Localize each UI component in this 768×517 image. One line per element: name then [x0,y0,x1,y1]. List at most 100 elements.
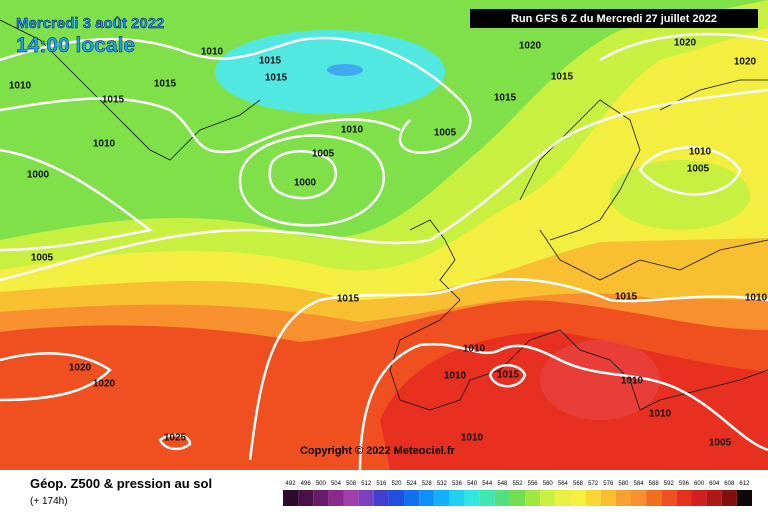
coastline [389,219,501,411]
footer-title: Géop. Z500 & pression au sol [30,476,212,491]
scale-label: 584 [634,481,645,487]
isobar-label: 1010 [201,47,224,58]
isobar-label: 1015 [497,370,520,381]
isobar [268,150,337,200]
isobar [599,32,768,62]
isobar [248,277,768,461]
scale-label: 580 [618,481,629,487]
isobar-label: 1010 [341,125,364,136]
scale-swatch [404,490,420,506]
isobar-label: 1005 [312,149,335,160]
field [327,64,363,76]
scale-swatch [676,490,692,506]
isobar-label: 1010 [444,371,467,382]
scale-swatch [479,490,495,506]
scale-label: 532 [437,481,448,487]
isobar [0,88,768,282]
isobar-label: 1005 [709,438,732,449]
scale-label: 504 [331,481,342,487]
isobar-label: 1010 [745,293,768,304]
isobar-label: 1005 [31,253,54,264]
scale-label: 516 [376,481,387,487]
isobar-label: 1020 [519,41,542,52]
scale-label: 576 [603,481,614,487]
isobar-label: 1015 [551,72,574,83]
valid-date: Mercredi 3 août 2022 [16,15,164,32]
scale-swatch [358,490,374,506]
scale-label: 496 [301,481,312,487]
scale-swatch [600,490,616,506]
isobar-label: 1010 [461,433,484,444]
background [0,0,768,470]
scale-label: 556 [528,481,539,487]
scale-swatch [388,490,405,506]
scale-label: 552 [512,481,523,487]
scale-swatch [525,490,541,506]
scale-label: 568 [573,481,584,487]
isobar [0,148,153,252]
isobars [0,32,768,471]
scale-swatch [328,490,344,506]
valid-time: 14:00 locale [16,34,135,57]
isobar-label: 1015 [265,73,288,84]
scale-swatch [434,490,450,506]
run-info: Run GFS 6 Z du Mercredi 27 juillet 2022 [511,13,717,25]
scale-label: 604 [709,481,720,487]
isobar-label: 1015 [102,95,125,106]
scale-label: 524 [407,481,418,487]
copyright: Copyright © 2022 Meteociel.fr [300,445,456,457]
scale-swatch [706,490,722,506]
scale-swatch [721,490,737,506]
scale-label: 572 [588,481,599,487]
isobar-label: 1005 [434,128,457,139]
field [540,340,660,420]
isobar-label: 1015 [337,294,360,305]
scale-swatch [570,490,586,506]
isobar-label: 1010 [93,139,116,150]
scale-label: 600 [694,481,705,487]
isobar-labels: 1010 1015 1015 1015 1015 1010 1010 1000 1005 1000… [9,38,768,449]
isobar-label: 1015 [154,79,177,90]
isobar [0,97,401,154]
isobar-label: 1010 [689,147,712,158]
isobar-label: 1015 [615,292,638,303]
scale-label: 564 [558,481,569,487]
scale-swatch [373,490,389,506]
scale-label: 544 [482,481,493,487]
scale-swatch [298,490,314,506]
scale-swatch [555,490,571,506]
scale-label: 528 [422,481,433,487]
scale-swatch [736,490,752,506]
coastline [539,229,768,281]
scale-label: 508 [346,481,357,487]
scale-swatch [419,490,435,506]
scale-label: 588 [649,481,660,487]
scale-label: 608 [724,481,735,487]
isobar [638,146,742,196]
scale-swatch [585,490,601,506]
isobar-label: 1010 [649,409,672,420]
field [610,160,750,230]
scale-swatch [615,490,631,506]
coastline [0,19,261,161]
scale-label: 596 [679,481,690,487]
run-box [470,9,758,28]
isobar-label: 1010 [463,344,486,355]
scale-swatch [509,490,526,506]
isobar-label: 1025 [164,433,187,444]
isobar-label: 1015 [259,56,282,67]
isobar [0,36,472,154]
isobar-label: 1020 [93,379,116,390]
scale-label: 520 [391,481,402,487]
isobar [238,134,386,227]
scale-label: 536 [452,481,463,487]
scale-swatch [343,490,359,506]
isobar [158,433,192,451]
coastline [499,329,768,411]
coastline [659,79,768,111]
isobar-label: 1020 [69,363,92,374]
isobar-label: 1010 [9,81,32,92]
isobar-label: 1000 [294,178,317,189]
isobar [0,352,112,402]
